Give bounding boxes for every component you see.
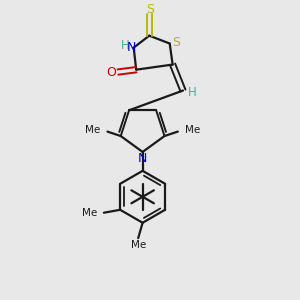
Text: O: O xyxy=(106,65,116,79)
Text: Me: Me xyxy=(82,208,98,218)
Text: S: S xyxy=(146,3,154,16)
Text: S: S xyxy=(172,35,180,49)
Text: Me: Me xyxy=(130,240,146,250)
Text: H: H xyxy=(188,85,196,98)
Text: N: N xyxy=(127,41,136,54)
Text: H: H xyxy=(121,39,130,52)
Text: Me: Me xyxy=(85,125,100,135)
Text: Me: Me xyxy=(185,125,201,135)
Text: N: N xyxy=(138,152,147,165)
